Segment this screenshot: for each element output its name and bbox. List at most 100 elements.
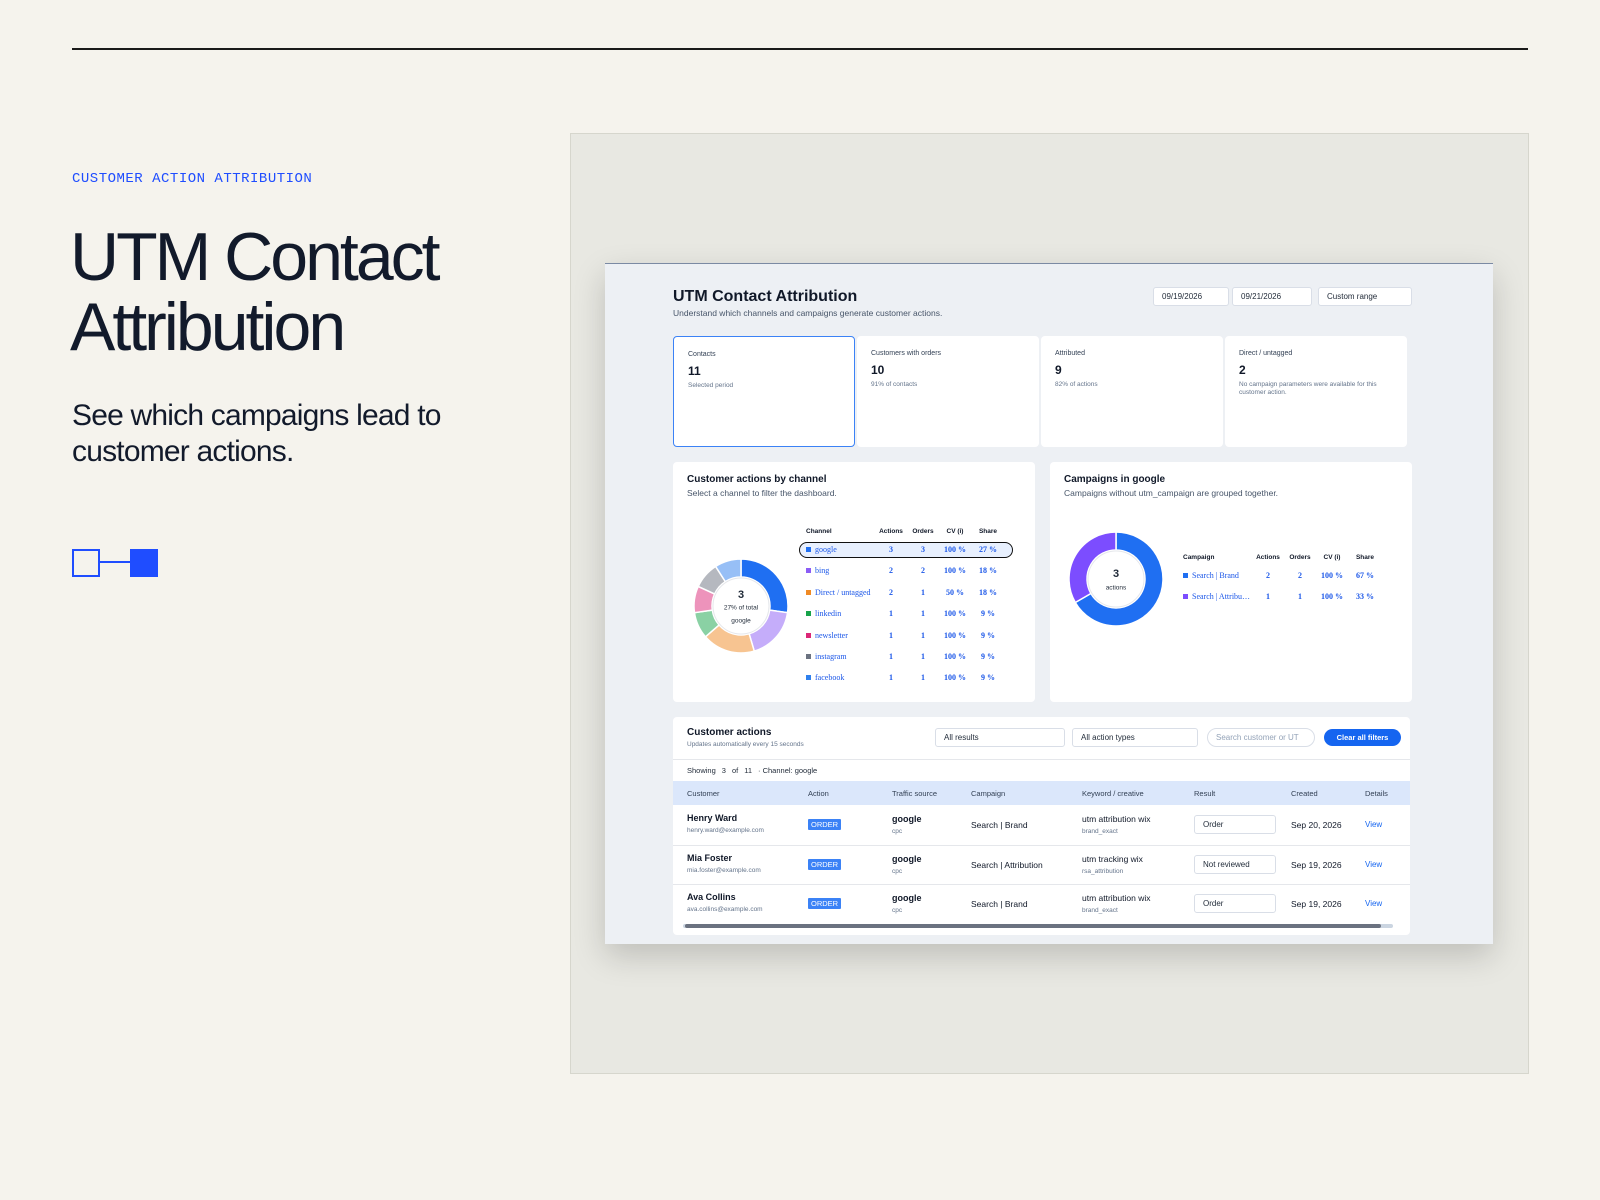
kpi-value: 2 (1239, 363, 1246, 377)
search-input[interactable]: Search customer or UT (1207, 728, 1315, 747)
table-cell: 18 % (979, 587, 997, 597)
icon-square-outline (72, 549, 100, 577)
traffic-source: google (892, 853, 922, 864)
campaign: Search | Attribution (971, 859, 1043, 870)
filter-dropdown[interactable]: All action types (1072, 728, 1198, 747)
control-text: All action types (1081, 733, 1135, 742)
legend-swatch (806, 675, 811, 681)
hero-subtitle: See which campaigns lead to customer act… (72, 399, 441, 468)
dashboard: UTM Contact Attribution Understand which … (605, 263, 1493, 944)
panel-title: Customer actions (687, 727, 772, 738)
table-cell: 1 (921, 652, 925, 661)
traffic-source: google (892, 814, 922, 824)
keyword: utm attribution wix (1082, 893, 1151, 903)
table-cell: Direct / untagged (815, 587, 871, 597)
table-cell: 1 (921, 673, 925, 683)
table-header: Campaign (1183, 554, 1215, 561)
table-cell: 9 % (981, 609, 995, 619)
table-header: Created (1291, 789, 1318, 798)
created-date: Sep 20, 2026 (1291, 820, 1342, 830)
eyebrow: CUSTOMER ACTION ATTRIBUTION (72, 171, 313, 187)
showing-text: 11 (744, 766, 753, 775)
scrollbar-thumb[interactable] (685, 924, 1381, 928)
kpi-label: Customers with orders (871, 350, 942, 357)
table-header: Action (808, 789, 829, 798)
action-badge: ORDER (808, 858, 842, 870)
created-date: Sep 19, 2026 (1291, 859, 1342, 870)
kpi-label: Direct / untagged (1239, 350, 1293, 357)
date-control[interactable]: 09/19/2026 (1153, 287, 1229, 306)
kpi-card[interactable]: Attributed 9 82% of actions (1041, 336, 1223, 447)
traffic-medium: cpc (892, 867, 903, 875)
table-cell: 1 (889, 652, 893, 661)
table-header: Result (1194, 789, 1216, 798)
icon-connector (100, 561, 130, 563)
showing-text: of (731, 766, 739, 775)
kpi-note: Selected period (688, 382, 734, 389)
donut-segment (1068, 531, 1117, 604)
clear-filters-button[interactable]: Clear all filters (1324, 729, 1401, 746)
donut-center-text: 27% of total (724, 605, 759, 612)
table-cell: 1 (889, 609, 893, 619)
kpi-card[interactable]: Customers with orders 10 91% of contacts (857, 336, 1039, 447)
legend-swatch (806, 568, 811, 574)
table-cell: 100 % (1321, 592, 1343, 602)
table-cell: 1 (1266, 592, 1270, 602)
table-cell: 100 % (944, 566, 966, 576)
result-select[interactable]: Order (1194, 894, 1276, 913)
control-text: Not reviewed (1203, 859, 1250, 869)
customer-name: Henry Ward (687, 813, 738, 823)
kpi-card[interactable]: Contacts 11 Selected period (673, 336, 855, 447)
action-badge: ORDER (808, 819, 842, 830)
table-cell: 2 (1298, 571, 1302, 580)
legend-swatch (806, 654, 811, 659)
table-cell: 33 % (1356, 592, 1374, 602)
table-cell: instagram (815, 652, 847, 661)
control-text: 09/19/2026 (1162, 292, 1203, 301)
table-header: Actions (1256, 554, 1280, 561)
kpi-card[interactable]: Direct / untagged 2 No campaign parameters… (1225, 336, 1407, 447)
customer-name: Mia Foster (687, 852, 733, 863)
view-link[interactable]: View (1365, 859, 1383, 869)
table-header-band (673, 781, 1410, 805)
table-cell: bing (815, 566, 830, 576)
result-select[interactable]: Order (1194, 815, 1276, 834)
table-cell: 100 % (944, 630, 966, 640)
customer-email: ava.collins@example.com (687, 906, 763, 913)
table-cell: 1 (1298, 592, 1302, 602)
table-cell: 18 % (979, 566, 997, 576)
date-control[interactable]: Custom range (1318, 287, 1412, 306)
keyword: utm attribution wix (1082, 814, 1151, 824)
date-control[interactable]: 09/21/2026 (1232, 287, 1312, 306)
creative: rsa_attribution (1082, 867, 1124, 875)
table-header: Orders (912, 528, 934, 535)
showing-row: Showing 3 of 11 · Channel: google (687, 766, 817, 775)
table-cell: 2 (921, 566, 925, 576)
result-select[interactable]: Not reviewed (1194, 854, 1276, 874)
table-cell: Search | Attribu… (1192, 592, 1251, 602)
table-cell: 1 (889, 630, 893, 640)
table-cell: 100 % (944, 652, 966, 661)
kpi-value: 11 (688, 364, 701, 378)
table-cell: Search | Brand (1192, 571, 1239, 580)
hero-title-line: UTM Contact (70, 219, 441, 295)
donut: 3 27% of total google (693, 558, 789, 654)
table-header: Details (1365, 789, 1388, 798)
panel-title: Customer actions by channel (687, 474, 827, 485)
legend-swatch (806, 632, 811, 638)
view-link[interactable]: View (1365, 820, 1383, 829)
table-cell: 1 (921, 609, 925, 619)
channels-panel: Customer actions by channel Select a chan… (673, 462, 1035, 702)
table-header: Keyword / creative (1082, 789, 1144, 798)
customer-email: mia.foster@example.com (687, 866, 761, 874)
view-link[interactable]: View (1365, 899, 1383, 908)
table-row[interactable] (799, 542, 1013, 558)
donut-center-text: google (731, 618, 751, 625)
filter-dropdown[interactable]: All results (935, 728, 1065, 747)
table-cell: newsletter (815, 630, 848, 640)
customer-name: Ava Collins (687, 892, 736, 902)
table-header: Channel (806, 528, 832, 535)
control-text: Order (1203, 820, 1224, 829)
donut-segment (1074, 531, 1164, 627)
